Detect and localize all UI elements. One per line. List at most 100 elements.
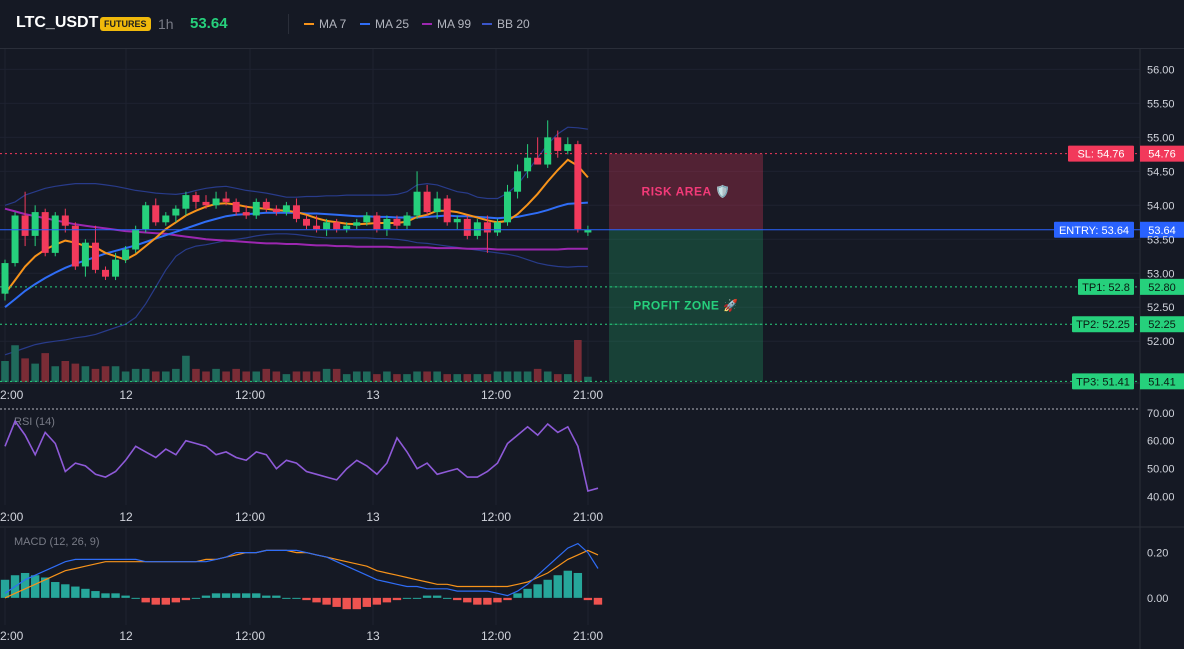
- candle-body[interactable]: [383, 218, 391, 230]
- macd-histogram-bar[interactable]: [573, 572, 583, 598]
- candle-body[interactable]: [162, 215, 170, 223]
- volume-bar[interactable]: [523, 371, 532, 383]
- macd-histogram-bar[interactable]: [473, 597, 482, 605]
- macd-histogram-bar[interactable]: [151, 597, 160, 605]
- volume-bar[interactable]: [383, 371, 391, 383]
- volume-bar[interactable]: [342, 374, 351, 382]
- candle-body[interactable]: [473, 222, 481, 236]
- volume-bar[interactable]: [443, 374, 451, 382]
- volume-bar[interactable]: [232, 368, 240, 382]
- macd-histogram-bar[interactable]: [131, 597, 140, 599]
- volume-bar[interactable]: [101, 366, 110, 382]
- candle-body[interactable]: [122, 249, 130, 260]
- volume-bar[interactable]: [423, 371, 431, 383]
- rsi-time-label[interactable]: 21:00: [573, 510, 603, 524]
- candle-body[interactable]: [534, 157, 542, 165]
- candle-body[interactable]: [463, 218, 471, 236]
- volume-bar[interactable]: [242, 371, 250, 383]
- macd-histogram-bar[interactable]: [71, 586, 80, 598]
- macd-histogram-bar[interactable]: [563, 570, 572, 598]
- price-tick-label[interactable]: 55.50: [1147, 98, 1175, 110]
- candle-body[interactable]: [142, 205, 150, 230]
- candle-body[interactable]: [574, 144, 582, 230]
- candle-body[interactable]: [333, 222, 341, 230]
- macd-time-label[interactable]: 12:00: [481, 629, 511, 643]
- macd-histogram-bar[interactable]: [412, 597, 422, 599]
- legend-ma7[interactable]: MA 7: [304, 17, 346, 31]
- macd-histogram-bar[interactable]: [231, 593, 241, 598]
- price-axis[interactable]: 56.00 55.50 55.00 54.50 54.00 53.50 53.00 52.50…: [1147, 64, 1175, 348]
- candle-body[interactable]: [81, 242, 89, 267]
- volume-bar[interactable]: [212, 368, 220, 382]
- macd-histogram-bar[interactable]: [211, 593, 221, 598]
- volume-bar[interactable]: [61, 361, 70, 382]
- legend-bb20[interactable]: BB 20: [482, 17, 530, 31]
- volume-bar[interactable]: [312, 371, 321, 383]
- volume-bar[interactable]: [81, 366, 90, 382]
- macd-histogram-bar[interactable]: [463, 597, 472, 603]
- candle-body[interactable]: [353, 222, 361, 226]
- volume-bar[interactable]: [403, 374, 411, 382]
- volume-bar[interactable]: [373, 374, 381, 382]
- macd-histogram-bar[interactable]: [201, 595, 211, 598]
- macd-histogram-bar[interactable]: [453, 597, 462, 601]
- candle-body[interactable]: [182, 195, 190, 209]
- macd-histogram-bar[interactable]: [101, 593, 110, 598]
- macd-histogram-bar[interactable]: [121, 595, 130, 598]
- candle-body[interactable]: [433, 198, 441, 213]
- candle-body[interactable]: [21, 215, 29, 236]
- candle-body[interactable]: [112, 259, 120, 277]
- price-tick-label[interactable]: 54.50: [1147, 166, 1175, 178]
- volume-bar[interactable]: [41, 353, 49, 382]
- candle-body[interactable]: [132, 229, 140, 250]
- candlesticks[interactable]: [1, 120, 592, 301]
- macd-histogram-bar[interactable]: [342, 597, 351, 610]
- volume-bar[interactable]: [192, 368, 200, 382]
- macd-histogram-bar[interactable]: [252, 593, 261, 598]
- volume-bar[interactable]: [31, 363, 39, 382]
- candle-body[interactable]: [453, 218, 461, 223]
- candle-body[interactable]: [524, 157, 532, 172]
- macd-histogram-bar[interactable]: [312, 597, 321, 603]
- candle-body[interactable]: [71, 225, 79, 267]
- macd-time-label[interactable]: 2:00: [0, 629, 24, 643]
- macd-histogram-bar[interactable]: [171, 597, 181, 603]
- volume-bar[interactable]: [584, 376, 592, 382]
- volume-bar[interactable]: [141, 368, 150, 382]
- candle-body[interactable]: [252, 201, 260, 216]
- macd-histogram-bar[interactable]: [41, 577, 50, 598]
- main-time-label[interactable]: 2:00: [0, 388, 24, 402]
- rsi-time-label[interactable]: 12: [119, 510, 133, 524]
- macd-histogram-bar[interactable]: [583, 597, 593, 601]
- macd-histogram-bar[interactable]: [111, 593, 120, 598]
- candle-body[interactable]: [292, 205, 300, 219]
- candle-body[interactable]: [202, 201, 210, 206]
- candle-body[interactable]: [152, 205, 160, 223]
- macd-histogram-bar[interactable]: [553, 575, 562, 598]
- candle-body[interactable]: [41, 212, 49, 253]
- legend-ma25[interactable]: MA 25: [360, 17, 409, 31]
- macd-histogram-bar[interactable]: [91, 591, 100, 598]
- volume-bar[interactable]: [131, 368, 140, 382]
- volume-bar[interactable]: [202, 371, 210, 383]
- macd-histogram-bar[interactable]: [392, 597, 402, 601]
- candle-body[interactable]: [493, 222, 501, 233]
- candle-body[interactable]: [303, 218, 310, 226]
- macd-histogram-bar[interactable]: [262, 595, 271, 598]
- volume-bar[interactable]: [51, 366, 60, 382]
- volume-bar[interactable]: [433, 371, 441, 383]
- macd-histogram-bar[interactable]: [20, 572, 30, 598]
- volume-bar[interactable]: [222, 371, 230, 383]
- macd-histogram-bar[interactable]: [221, 593, 231, 598]
- volume-bar[interactable]: [91, 368, 100, 382]
- candle-body[interactable]: [91, 242, 99, 270]
- volume-bar[interactable]: [292, 371, 301, 383]
- price-tick-label[interactable]: 52.50: [1147, 302, 1175, 314]
- candle-body[interactable]: [282, 205, 290, 213]
- price-tick-label[interactable]: 53.50: [1147, 234, 1175, 246]
- candle-body[interactable]: [242, 212, 250, 216]
- candle-body[interactable]: [61, 215, 69, 226]
- macd-histogram-bar[interactable]: [161, 597, 170, 605]
- volume-bar[interactable]: [11, 345, 19, 382]
